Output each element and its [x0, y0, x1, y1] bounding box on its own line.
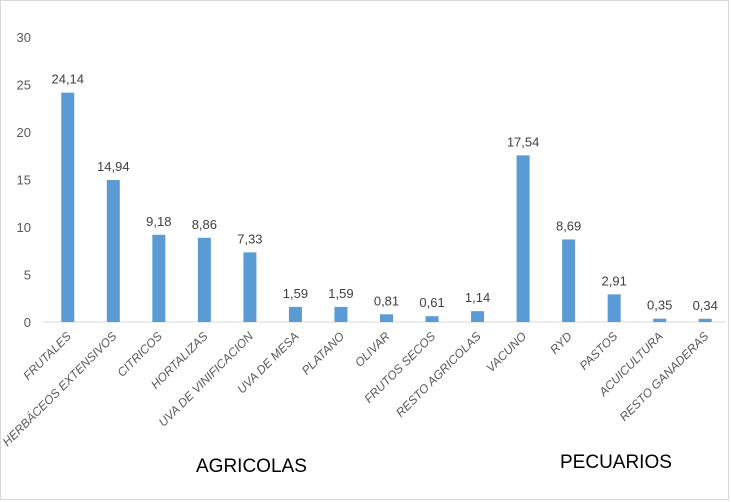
- data-label: 24,14: [51, 72, 84, 87]
- bar: [653, 318, 667, 322]
- bar: [288, 306, 302, 322]
- bar: [243, 252, 257, 322]
- bar: [61, 92, 75, 322]
- data-label: 1,59: [328, 286, 353, 301]
- bar: [562, 239, 576, 322]
- y-tick-label: 30: [17, 30, 31, 45]
- y-tick-label: 10: [17, 220, 31, 235]
- bars-group: [61, 92, 712, 322]
- category-label: VACUNO: [483, 329, 529, 375]
- bar: [471, 311, 485, 322]
- data-label: 0,35: [647, 298, 672, 313]
- data-label: 8,86: [192, 217, 217, 232]
- bar: [197, 237, 211, 322]
- bar: [334, 306, 348, 322]
- data-label: 1,59: [283, 286, 308, 301]
- y-tick-label: 5: [24, 268, 31, 283]
- bar: [106, 180, 120, 322]
- category-label: OLIVAR: [352, 329, 393, 370]
- data-label: 1,14: [465, 290, 490, 305]
- category-label: PASTOS: [577, 329, 621, 373]
- category-label: PLATANO: [299, 329, 347, 377]
- bar: [698, 318, 712, 322]
- bar: [607, 294, 621, 322]
- y-tick-label: 0: [24, 315, 31, 330]
- y-tick-label: 25: [17, 78, 31, 93]
- category-label: RESTO AGRICOLAS: [393, 329, 484, 420]
- y-tick-label: 20: [17, 125, 31, 140]
- data-label: 0,81: [374, 293, 399, 308]
- bar: [516, 155, 530, 322]
- data-label: 9,18: [146, 214, 171, 229]
- data-label: 0,61: [419, 295, 444, 310]
- group-label-pecuarios: PECUARIOS: [560, 452, 672, 473]
- data-label: 17,54: [507, 134, 540, 149]
- data-label: 7,33: [237, 231, 262, 246]
- group-label-agricolas: AGRICOLAS: [196, 456, 307, 477]
- bar: [380, 314, 393, 322]
- y-axis: 0 5 10 15 20 25 30: [17, 30, 31, 330]
- data-label: 8,69: [556, 218, 581, 233]
- data-label: 14,94: [97, 159, 130, 174]
- data-labels-group: 24,14 14,94 9,18 8,86 7,33 1,59 1,59 0,81 0,61 1,…: [51, 72, 717, 313]
- bar: [152, 234, 166, 322]
- category-label: RESTO GANADERAS: [617, 329, 712, 424]
- category-label: RYD: [547, 329, 575, 357]
- y-tick-label: 15: [17, 173, 31, 188]
- data-label: 2,91: [602, 273, 627, 288]
- bar: [425, 316, 439, 322]
- data-label: 0,34: [693, 298, 718, 313]
